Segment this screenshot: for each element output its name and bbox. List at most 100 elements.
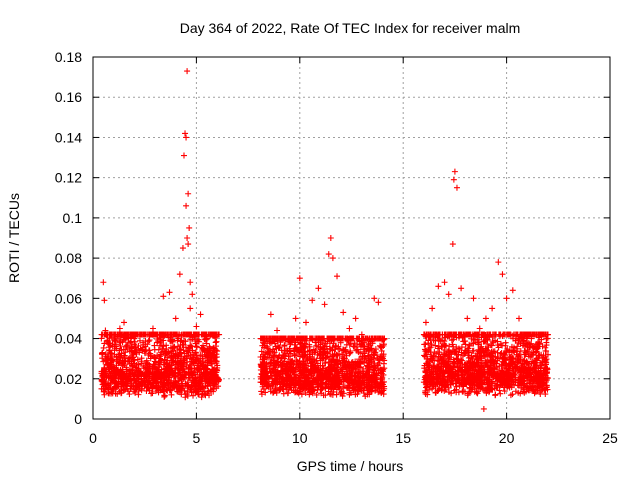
data-point [421, 352, 428, 359]
data-point [365, 345, 372, 352]
data-point [117, 343, 124, 350]
data-point [200, 385, 207, 392]
data-point [440, 368, 447, 375]
data-point [139, 380, 146, 387]
data-point [345, 385, 352, 392]
data-point [152, 388, 159, 395]
data-point [108, 365, 115, 372]
data-point [333, 351, 340, 358]
data-point [288, 387, 295, 394]
data-point [290, 360, 297, 367]
data-point [323, 343, 330, 350]
data-point [511, 344, 518, 351]
data-point [266, 354, 273, 361]
data-point [441, 279, 448, 286]
data-point [326, 371, 333, 378]
data-point [123, 364, 130, 371]
data-point [372, 349, 379, 356]
data-point [296, 368, 303, 375]
data-point [334, 273, 341, 280]
data-point [126, 391, 133, 398]
data-point [356, 356, 363, 363]
data-point [264, 368, 271, 375]
data-point [435, 353, 442, 360]
data-point [265, 383, 272, 390]
data-point [187, 361, 194, 368]
data-point [163, 331, 170, 338]
data-point [183, 202, 190, 209]
data-point [538, 351, 545, 358]
data-point [320, 346, 327, 353]
data-point [131, 335, 138, 342]
data-point [298, 352, 305, 359]
data-point [338, 378, 345, 385]
data-point [154, 339, 161, 346]
data-point [332, 368, 339, 375]
data-point [300, 371, 307, 378]
data-point [298, 391, 305, 398]
data-point [344, 364, 351, 371]
data-point [183, 134, 190, 141]
data-point [159, 345, 166, 352]
data-point [441, 387, 448, 394]
data-point [277, 367, 284, 374]
data-point [422, 376, 429, 383]
data-point [505, 367, 512, 374]
data-point [129, 347, 136, 354]
data-point [181, 350, 188, 357]
data-point [125, 388, 132, 395]
data-point [480, 405, 487, 412]
data-point [116, 339, 123, 346]
data-point [187, 386, 194, 393]
data-point [161, 361, 168, 368]
data-point [120, 353, 127, 360]
data-point [176, 386, 183, 393]
y-tick-label: 0.1 [63, 210, 83, 226]
data-point [478, 380, 485, 387]
data-point [187, 352, 194, 359]
data-point [352, 315, 359, 322]
data-point [437, 378, 444, 385]
data-point [380, 341, 387, 348]
data-point [310, 363, 317, 370]
data-point [540, 368, 547, 375]
data-point [442, 363, 449, 370]
data-point [181, 337, 188, 344]
data-point [501, 388, 508, 395]
data-point [110, 387, 117, 394]
data-point [101, 331, 108, 338]
data-point [292, 315, 299, 322]
data-point [318, 390, 325, 397]
data-point [286, 345, 293, 352]
data-point [519, 360, 526, 367]
data-point [428, 341, 435, 348]
y-tick-label: 0.02 [55, 371, 82, 387]
data-point [281, 366, 288, 373]
data-point [528, 349, 535, 356]
data-point [105, 389, 112, 396]
data-point [533, 372, 540, 379]
data-point [307, 380, 314, 387]
data-point [188, 331, 195, 338]
data-point [174, 352, 181, 359]
data-point [347, 348, 354, 355]
data-point [375, 370, 382, 377]
data-point [155, 346, 162, 353]
data-point [477, 369, 484, 376]
data-point [264, 345, 271, 352]
data-point [322, 367, 329, 374]
data-point [308, 358, 315, 365]
data-point [270, 389, 277, 396]
data-point [509, 373, 516, 380]
data-point [377, 375, 384, 382]
data-point [346, 350, 353, 357]
y-tick-label: 0.06 [55, 290, 82, 306]
data-point [377, 380, 384, 387]
data-point [317, 357, 324, 364]
data-point [324, 349, 331, 356]
data-point [319, 351, 326, 358]
data-point [104, 337, 111, 344]
data-point [470, 339, 477, 346]
data-point [180, 347, 187, 354]
data-point [348, 359, 355, 366]
